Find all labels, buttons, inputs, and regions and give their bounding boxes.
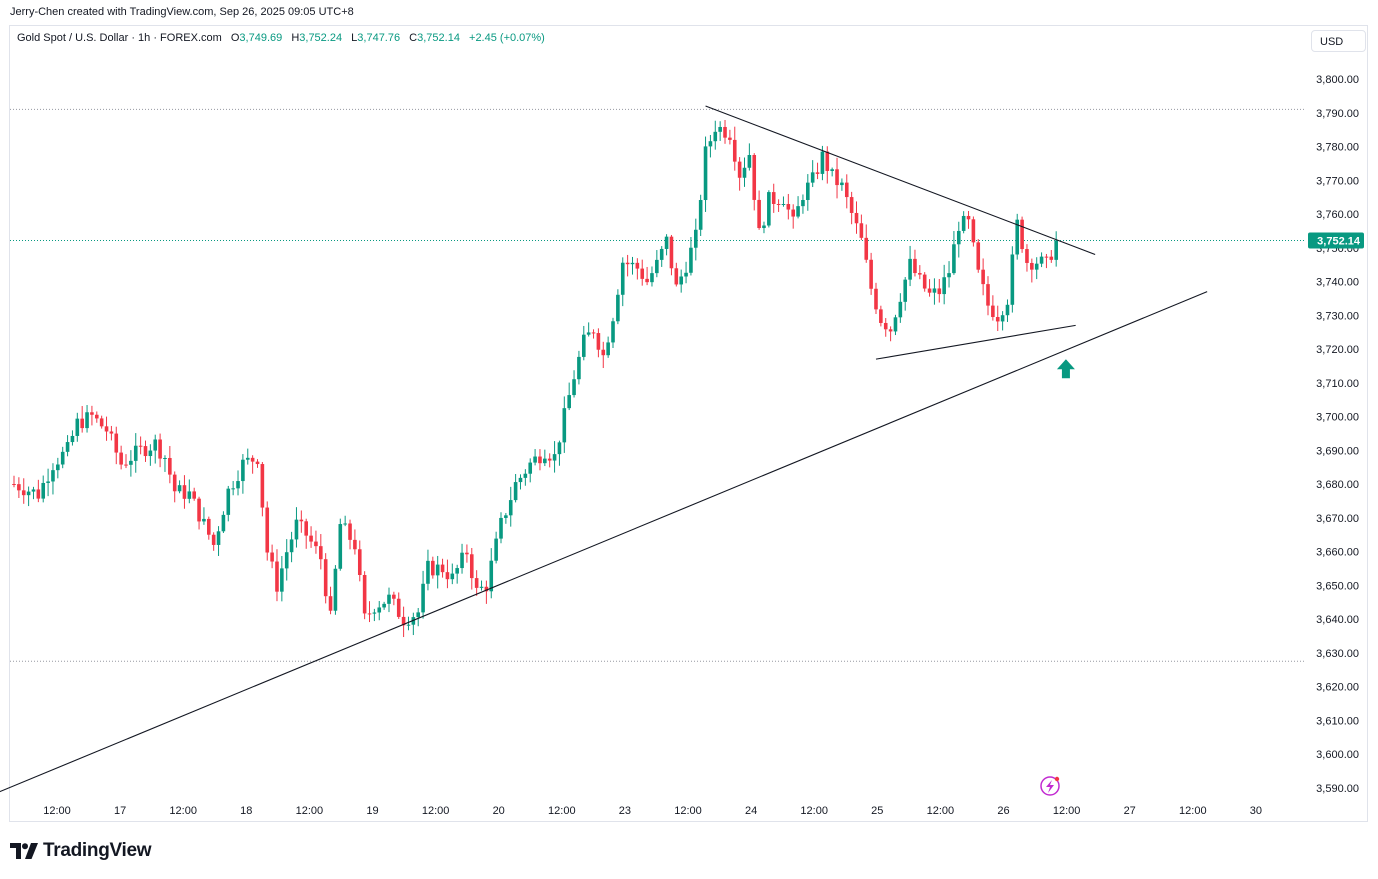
tradingview-wordmark: TradingView <box>43 840 152 861</box>
high-label: H <box>291 32 300 44</box>
symbol-title[interactable]: Gold Spot / U.S. Dollar · 1h · FOREX.com <box>17 32 222 44</box>
tradingview-logo[interactable]: TradingView <box>10 840 152 862</box>
change-value: +2.45 (+0.07%) <box>469 32 545 44</box>
tradingview-logo-icon <box>10 843 38 859</box>
open-label: O <box>230 32 240 44</box>
high-value: 3,752.24 <box>299 32 343 44</box>
open-value: 3,749.69 <box>239 32 283 44</box>
author-attribution: Jerry-Chen created with TradingView.com,… <box>10 6 354 18</box>
chart-frame <box>9 25 1368 822</box>
close-value: 3,752.14 <box>417 32 460 44</box>
close-label: C <box>409 32 418 44</box>
low-value: 3,747.76 <box>357 32 401 44</box>
currency-button[interactable]: USD <box>1311 30 1366 52</box>
symbol-legend: Gold Spot / U.S. Dollar · 1h · FOREX.com… <box>17 32 545 44</box>
low-label: L <box>351 32 358 44</box>
